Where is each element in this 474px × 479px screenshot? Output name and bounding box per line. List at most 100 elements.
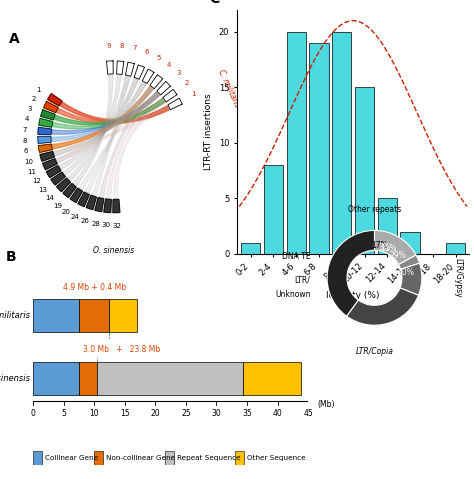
- Polygon shape: [106, 92, 160, 199]
- Text: (Mb): (Mb): [317, 400, 335, 409]
- Text: 9: 9: [107, 43, 111, 49]
- Text: 8: 8: [119, 44, 124, 49]
- Text: 40: 40: [273, 409, 283, 418]
- Text: C: C: [209, 0, 219, 7]
- Text: 29%: 29%: [389, 251, 406, 260]
- Text: 20: 20: [151, 409, 160, 418]
- Text: 13: 13: [38, 187, 47, 193]
- FancyBboxPatch shape: [243, 362, 301, 395]
- Text: 45: 45: [303, 409, 313, 418]
- Text: LTR/Gypsy: LTR/Gypsy: [453, 258, 462, 297]
- Text: 20: 20: [62, 209, 71, 215]
- Text: 2: 2: [185, 80, 189, 86]
- Polygon shape: [40, 151, 55, 161]
- Polygon shape: [48, 93, 62, 106]
- Wedge shape: [374, 230, 416, 264]
- Text: 30: 30: [102, 222, 110, 228]
- Polygon shape: [78, 192, 89, 206]
- Text: Unknown: Unknown: [275, 290, 310, 299]
- FancyBboxPatch shape: [33, 362, 79, 395]
- Text: 1: 1: [191, 91, 196, 97]
- Polygon shape: [52, 92, 160, 134]
- Text: C. militaris: C. militaris: [217, 68, 242, 109]
- Text: 32: 32: [112, 223, 121, 228]
- Text: 10: 10: [90, 409, 99, 418]
- Polygon shape: [57, 99, 165, 123]
- Text: 10: 10: [24, 159, 33, 165]
- Polygon shape: [57, 106, 169, 124]
- Text: 30: 30: [211, 409, 221, 418]
- Text: LTR/: LTR/: [295, 276, 310, 285]
- Wedge shape: [327, 230, 374, 316]
- Wedge shape: [346, 288, 419, 325]
- Text: A: A: [9, 32, 20, 46]
- Bar: [264, 165, 283, 254]
- FancyBboxPatch shape: [79, 299, 109, 332]
- Text: Repeat Sequence: Repeat Sequence: [177, 455, 240, 461]
- Polygon shape: [63, 183, 76, 197]
- Text: 6: 6: [145, 49, 149, 55]
- Bar: [310, 43, 328, 254]
- Polygon shape: [168, 98, 182, 110]
- Text: 3.0 Mb   +   23.8 Mb: 3.0 Mb + 23.8 Mb: [83, 345, 160, 354]
- Text: 19: 19: [53, 203, 62, 208]
- Polygon shape: [85, 78, 138, 194]
- Polygon shape: [56, 99, 165, 163]
- Text: 40%: 40%: [398, 268, 415, 277]
- Polygon shape: [54, 106, 169, 156]
- Polygon shape: [107, 61, 113, 74]
- Text: 4.9 Mb + 0.4 Mb: 4.9 Mb + 0.4 Mb: [63, 283, 126, 292]
- Polygon shape: [163, 90, 177, 102]
- Polygon shape: [63, 76, 130, 176]
- Text: 11: 11: [27, 169, 36, 175]
- Polygon shape: [59, 78, 138, 170]
- Polygon shape: [86, 195, 96, 210]
- Polygon shape: [70, 188, 82, 203]
- Polygon shape: [79, 82, 146, 190]
- Bar: [446, 243, 465, 254]
- Polygon shape: [99, 86, 153, 198]
- Polygon shape: [60, 102, 169, 122]
- Y-axis label: LTR-RT insertions: LTR-RT insertions: [204, 93, 213, 170]
- Polygon shape: [38, 127, 52, 135]
- FancyBboxPatch shape: [97, 362, 243, 395]
- Polygon shape: [52, 86, 153, 149]
- Text: Other Sequence: Other Sequence: [247, 455, 306, 461]
- Text: Other repeats: Other repeats: [348, 205, 401, 214]
- Text: 7: 7: [23, 127, 27, 133]
- Text: O. sinensis: O. sinensis: [93, 246, 135, 255]
- Text: LTR/Copia: LTR/Copia: [356, 346, 393, 355]
- Text: 5: 5: [156, 55, 161, 61]
- Polygon shape: [56, 82, 146, 163]
- FancyBboxPatch shape: [33, 299, 79, 332]
- Text: 4: 4: [24, 116, 29, 122]
- FancyBboxPatch shape: [164, 451, 173, 465]
- Polygon shape: [39, 118, 53, 127]
- Polygon shape: [68, 75, 121, 181]
- Polygon shape: [95, 197, 104, 212]
- FancyBboxPatch shape: [79, 362, 97, 395]
- Text: 17%: 17%: [371, 241, 388, 251]
- Wedge shape: [399, 255, 419, 269]
- Polygon shape: [38, 137, 51, 143]
- Text: 35: 35: [242, 409, 252, 418]
- Text: 11%: 11%: [380, 244, 397, 253]
- FancyBboxPatch shape: [33, 451, 42, 465]
- Polygon shape: [38, 144, 52, 152]
- Polygon shape: [57, 178, 71, 192]
- Text: O. sinensis: O. sinensis: [0, 374, 30, 383]
- Text: 5: 5: [61, 409, 66, 418]
- Text: Collinear Gene: Collinear Gene: [46, 455, 99, 461]
- Bar: [378, 198, 397, 254]
- Text: 28: 28: [91, 221, 100, 227]
- Polygon shape: [134, 65, 145, 80]
- Polygon shape: [104, 199, 111, 213]
- FancyBboxPatch shape: [94, 451, 103, 465]
- Polygon shape: [44, 102, 58, 113]
- Text: 4: 4: [167, 62, 171, 68]
- Polygon shape: [73, 75, 113, 186]
- Polygon shape: [126, 62, 134, 76]
- Polygon shape: [51, 172, 65, 185]
- Text: B: B: [6, 250, 16, 264]
- Polygon shape: [55, 92, 160, 125]
